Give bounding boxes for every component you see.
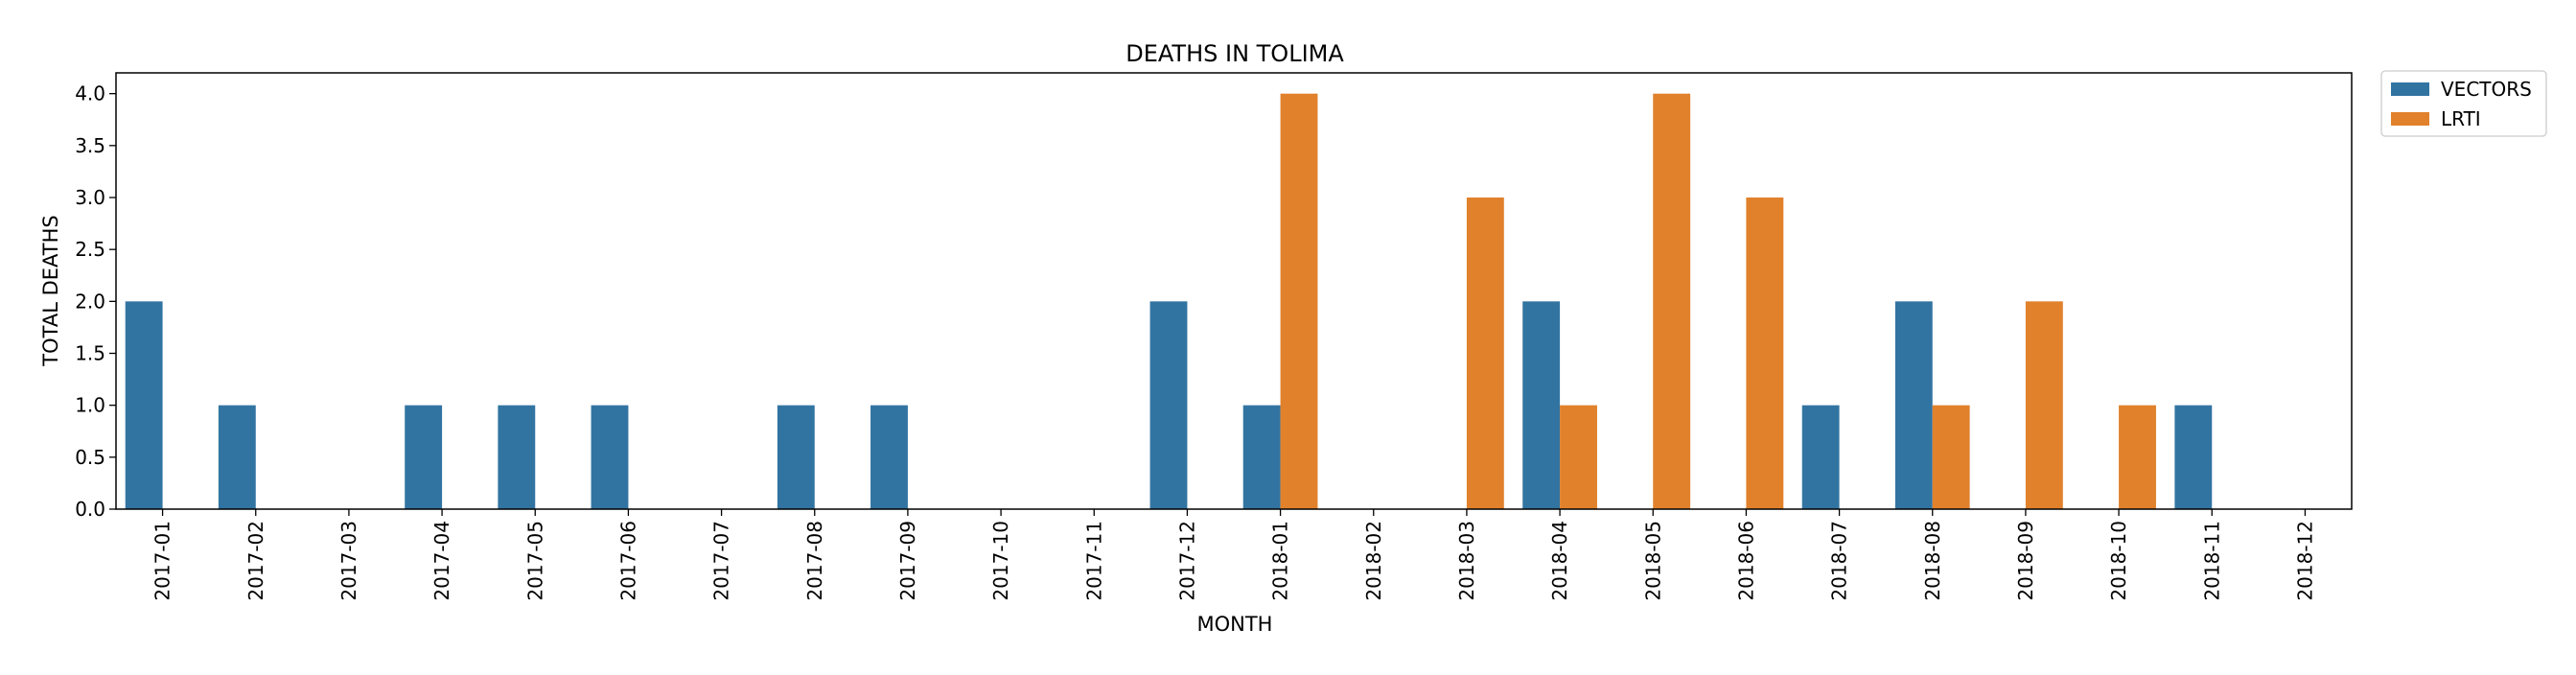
x-tick-label: 2017-03 bbox=[337, 521, 360, 601]
x-tick-label: 2018-05 bbox=[1641, 521, 1664, 601]
bar-lrti-2018-01 bbox=[1280, 93, 1318, 510]
y-tick-label: 0.5 bbox=[75, 446, 105, 469]
bar-vectors-2017-06 bbox=[591, 405, 629, 509]
y-tick-label: 3.0 bbox=[75, 186, 105, 209]
x-tick-label: 2018-06 bbox=[1734, 521, 1757, 601]
y-tick-label: 0.0 bbox=[75, 498, 105, 521]
x-tick-label: 2017-04 bbox=[430, 521, 453, 601]
y-axis-label: TOTAL DEATHS bbox=[39, 215, 62, 366]
legend: VECTORS LRTI bbox=[2380, 70, 2547, 137]
x-tick-label: 2018-07 bbox=[1828, 521, 1851, 601]
x-tick-label: 2017-11 bbox=[1082, 521, 1105, 601]
bar-vectors-2018-04 bbox=[1522, 301, 1561, 509]
y-tick-label: 3.5 bbox=[75, 134, 105, 157]
y-tick-label: 2.5 bbox=[75, 238, 105, 261]
plot-frame bbox=[115, 72, 2353, 510]
bar-lrti-2018-03 bbox=[1466, 198, 1504, 509]
x-tick-label: 2017-06 bbox=[616, 521, 639, 601]
x-tick-label: 2018-04 bbox=[1548, 521, 1571, 601]
bar-vectors-2017-01 bbox=[125, 301, 163, 509]
x-tick-label: 2018-01 bbox=[1269, 521, 1292, 601]
bar-vectors-2018-11 bbox=[2174, 405, 2213, 509]
bar-lrti-2018-09 bbox=[2025, 301, 2063, 509]
x-tick-label: 2017-07 bbox=[710, 521, 733, 601]
x-tick-label: 2018-03 bbox=[1455, 521, 1478, 601]
legend-label-lrti: LRTI bbox=[2441, 107, 2481, 130]
x-tick-label: 2018-10 bbox=[2107, 521, 2130, 601]
x-tick-label: 2018-08 bbox=[1921, 521, 1944, 601]
bar-lrti-2018-08 bbox=[1932, 405, 1970, 509]
y-tick-label: 1.0 bbox=[75, 394, 105, 417]
bar-vectors-2017-09 bbox=[870, 405, 908, 509]
bar-vectors-2017-12 bbox=[1149, 301, 1188, 509]
y-tick-label: 1.5 bbox=[75, 342, 105, 365]
x-tick-label: 2018-11 bbox=[2200, 521, 2223, 601]
x-tick-label: 2017-10 bbox=[989, 521, 1012, 601]
bar-vectors-2017-04 bbox=[405, 405, 443, 509]
bar-vectors-2017-05 bbox=[498, 405, 536, 509]
bar-vectors-2018-07 bbox=[1801, 405, 1840, 509]
bar-vectors-2018-01 bbox=[1242, 405, 1281, 509]
bar-lrti-2018-05 bbox=[1653, 93, 1691, 510]
x-tick-label: 2017-12 bbox=[1175, 521, 1198, 601]
legend-label-vectors: VECTORS bbox=[2441, 78, 2532, 101]
x-axis-label: MONTH bbox=[1197, 613, 1273, 636]
x-tick-label: 2017-09 bbox=[896, 521, 919, 601]
y-tick-label: 4.0 bbox=[75, 82, 105, 105]
chart-title: DEATHS IN TOLIMA bbox=[1126, 40, 1344, 67]
x-tick-label: 2017-05 bbox=[523, 521, 546, 601]
plot-area: 0.0 0.5 1.0 1.5 2.0 2.5 3.0 3.5 4.0 2017-01 2017-0… bbox=[75, 72, 2353, 601]
bar-vectors-2017-08 bbox=[777, 405, 815, 509]
x-tick-label: 2017-01 bbox=[151, 521, 174, 601]
x-tick-label: 2018-09 bbox=[2014, 521, 2037, 601]
legend-swatch-vectors bbox=[2391, 82, 2429, 96]
bar-vectors-2018-08 bbox=[1894, 301, 1933, 509]
x-tick-label: 2018-02 bbox=[1362, 521, 1385, 601]
legend-swatch-lrti bbox=[2391, 112, 2429, 126]
bar-lrti-2018-10 bbox=[2119, 405, 2156, 509]
y-tick-label: 2.0 bbox=[75, 290, 105, 313]
bar-lrti-2018-06 bbox=[1746, 198, 1784, 509]
x-tick-label: 2018-12 bbox=[2293, 521, 2316, 601]
x-tick-label: 2017-08 bbox=[803, 521, 826, 601]
bar-vectors-2017-02 bbox=[218, 405, 256, 509]
x-tick-label: 2017-02 bbox=[244, 521, 267, 601]
bar-lrti-2018-04 bbox=[1560, 405, 1597, 509]
